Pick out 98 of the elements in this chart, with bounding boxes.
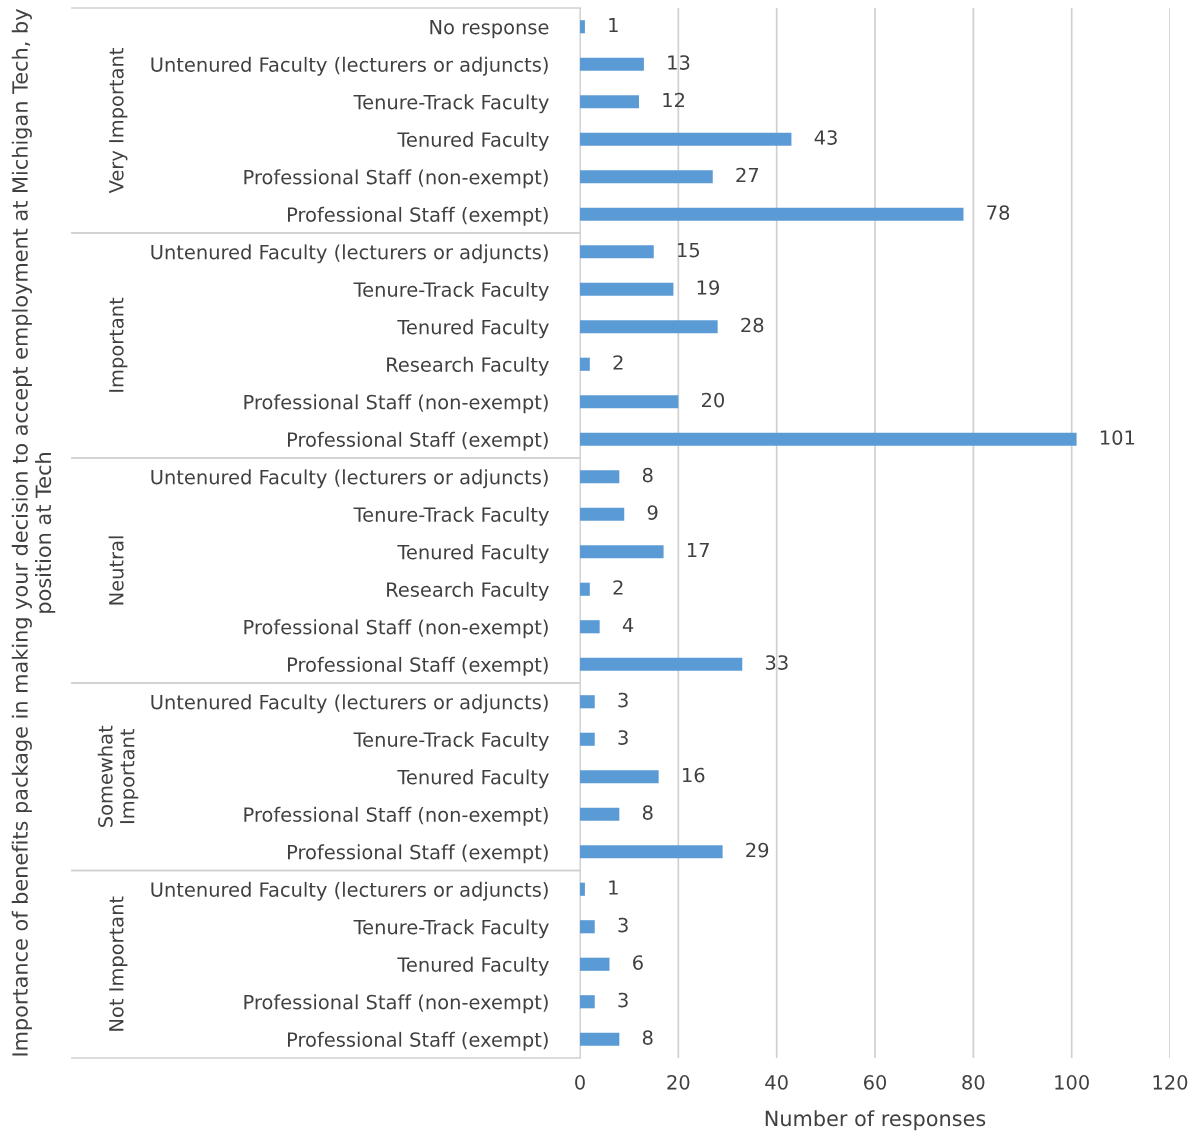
bar bbox=[580, 1032, 620, 1046]
y-tick-label: Tenure-Track Faculty bbox=[353, 281, 549, 301]
y-tick-label: Research Faculty bbox=[387, 581, 549, 601]
data-label: 15 bbox=[678, 242, 700, 258]
y-tick-label: Untenured Faculty (lecturers or adjuncts) bbox=[151, 881, 548, 901]
bar bbox=[580, 207, 964, 221]
data-label: 43 bbox=[814, 130, 837, 145]
bar bbox=[580, 732, 595, 746]
y-tick-label: Tenured Faculty bbox=[397, 956, 549, 976]
y-tick-label: Untenured Faculty (lecturers or adjuncts) bbox=[151, 244, 548, 264]
bar bbox=[580, 357, 590, 371]
bar bbox=[580, 582, 590, 596]
data-label: 3 bbox=[618, 917, 628, 933]
y-tick-label: Research Faculty bbox=[387, 356, 549, 376]
text: Somewhat Important bbox=[97, 725, 139, 827]
y-axis-title: Importance of benefits package in making your decision to accept employment at Michigan Tech, by position at Tech bbox=[11, 9, 56, 1056]
y-tick-label: Tenured Faculty bbox=[397, 319, 549, 339]
data-label: 16 bbox=[683, 767, 705, 783]
data-label: 1 bbox=[609, 17, 618, 33]
bar bbox=[580, 957, 610, 971]
y-tick-label: Tenured Faculty bbox=[397, 131, 549, 151]
bar bbox=[580, 882, 585, 896]
y-tick-label: Untenured Faculty (lecturers or adjuncts) bbox=[151, 56, 548, 76]
bar bbox=[580, 95, 639, 109]
bar bbox=[580, 395, 679, 409]
bar bbox=[580, 620, 600, 634]
text: Important bbox=[109, 297, 128, 392]
y-tick-label: Tenure-Track Faculty bbox=[353, 731, 549, 751]
y-tick-label: Professional Staff (exempt) bbox=[288, 844, 548, 864]
y-tick-label: Untenured Faculty (lecturers or adjuncts) bbox=[151, 694, 548, 714]
bar bbox=[580, 845, 723, 859]
bar bbox=[580, 57, 644, 71]
data-label: 19 bbox=[697, 280, 720, 295]
bar bbox=[580, 807, 620, 821]
data-label: 101 bbox=[1100, 430, 1135, 445]
y-tick-label: Professional Staff (non-exempt) bbox=[244, 169, 548, 189]
bar bbox=[580, 695, 595, 709]
bar bbox=[580, 132, 792, 146]
y-tick-label: Professional Staff (exempt) bbox=[288, 431, 548, 451]
bar bbox=[580, 507, 625, 521]
data-label: 78 bbox=[987, 205, 1010, 220]
y-tick-label: Professional Staff (exempt) bbox=[288, 1031, 548, 1051]
bar bbox=[580, 282, 674, 296]
data-label: 17 bbox=[687, 542, 709, 558]
bar bbox=[580, 245, 654, 259]
y-tick-label: No response bbox=[430, 19, 549, 39]
x-tick-label: 60 bbox=[863, 1075, 887, 1090]
data-label: 3 bbox=[618, 992, 628, 1008]
y-tick-label: Professional Staff (non-exempt) bbox=[244, 394, 548, 414]
data-label: 8 bbox=[642, 1030, 653, 1045]
x-tick-label: 0 bbox=[575, 1075, 585, 1090]
data-label: 1 bbox=[609, 880, 618, 895]
data-label: 13 bbox=[668, 55, 690, 70]
data-label: 28 bbox=[741, 317, 764, 333]
bar bbox=[580, 770, 659, 784]
x-tick-label: 80 bbox=[962, 1075, 985, 1090]
data-label: 2 bbox=[613, 355, 623, 370]
y-tick-label: Tenure-Track Faculty bbox=[353, 919, 549, 939]
y-tick-label: Tenured Faculty bbox=[397, 769, 549, 789]
bar bbox=[580, 657, 743, 671]
bar bbox=[580, 995, 595, 1009]
y-tick-label: Professional Staff (non-exempt) bbox=[244, 619, 548, 639]
data-label: 12 bbox=[663, 92, 685, 108]
bar bbox=[580, 545, 664, 559]
text: Not Important bbox=[109, 896, 128, 1031]
y-tick-label: Professional Staff (non-exempt) bbox=[244, 806, 548, 826]
x-tick-label: 100 bbox=[1055, 1075, 1089, 1090]
bar bbox=[580, 20, 585, 34]
text: Neutral bbox=[108, 536, 124, 605]
x-tick-label: 40 bbox=[765, 1075, 788, 1090]
data-label: 8 bbox=[642, 467, 653, 483]
text: Very Important bbox=[109, 48, 128, 194]
bar bbox=[580, 432, 1077, 446]
data-label: 8 bbox=[642, 805, 653, 820]
data-label: 3 bbox=[618, 692, 628, 708]
y-tick-label: Tenured Faculty bbox=[397, 544, 549, 564]
y-tick-label: Tenure-Track Faculty bbox=[353, 94, 549, 114]
bar bbox=[580, 470, 620, 484]
data-label: 27 bbox=[736, 167, 759, 183]
data-label: 2 bbox=[613, 580, 623, 595]
data-label: 29 bbox=[746, 842, 769, 858]
x-tick-label: 120 bbox=[1153, 1075, 1188, 1090]
x-tick-label: 20 bbox=[667, 1075, 690, 1090]
data-label: 3 bbox=[618, 730, 628, 745]
x-axis-title: Number of responses bbox=[765, 1110, 986, 1131]
bar bbox=[580, 170, 713, 184]
y-tick-label: Professional Staff (exempt) bbox=[288, 206, 548, 226]
y-tick-label: Tenure-Track Faculty bbox=[353, 506, 549, 526]
data-label: 4 bbox=[622, 617, 634, 633]
y-tick-label: Untenured Faculty (lecturers or adjuncts) bbox=[151, 469, 548, 489]
y-tick-label: Professional Staff (exempt) bbox=[288, 656, 548, 676]
data-label: 20 bbox=[701, 392, 725, 408]
data-label: 9 bbox=[647, 505, 658, 520]
bar bbox=[580, 920, 595, 934]
data-label: 33 bbox=[765, 655, 788, 670]
y-tick-label: Professional Staff (non-exempt) bbox=[244, 994, 548, 1014]
bar bbox=[580, 320, 718, 334]
data-label: 6 bbox=[633, 955, 643, 970]
